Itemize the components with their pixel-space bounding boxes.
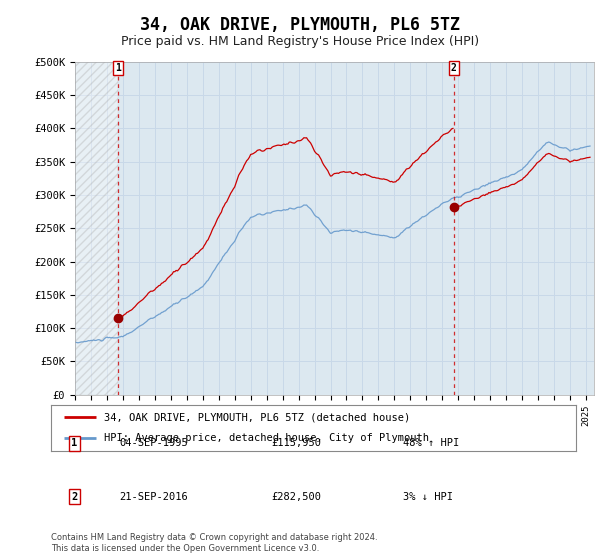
Text: Contains HM Land Registry data © Crown copyright and database right 2024.
This d: Contains HM Land Registry data © Crown c… xyxy=(51,533,377,553)
Text: HPI: Average price, detached house, City of Plymouth: HPI: Average price, detached house, City… xyxy=(104,433,428,444)
Text: £282,500: £282,500 xyxy=(271,492,322,502)
Text: Price paid vs. HM Land Registry's House Price Index (HPI): Price paid vs. HM Land Registry's House … xyxy=(121,35,479,48)
Bar xyxy=(75,62,118,395)
Text: 21-SEP-2016: 21-SEP-2016 xyxy=(119,492,188,502)
Text: 34, OAK DRIVE, PLYMOUTH, PL6 5TZ: 34, OAK DRIVE, PLYMOUTH, PL6 5TZ xyxy=(140,16,460,34)
Text: 04-SEP-1995: 04-SEP-1995 xyxy=(119,438,188,449)
Text: 2: 2 xyxy=(71,492,78,502)
Text: 1: 1 xyxy=(71,438,78,449)
Text: 48% ↑ HPI: 48% ↑ HPI xyxy=(403,438,459,449)
Text: 34, OAK DRIVE, PLYMOUTH, PL6 5TZ (detached house): 34, OAK DRIVE, PLYMOUTH, PL6 5TZ (detach… xyxy=(104,412,410,422)
Text: 2: 2 xyxy=(451,63,457,73)
Text: £115,950: £115,950 xyxy=(271,438,322,449)
Text: 1: 1 xyxy=(115,63,121,73)
Text: 3% ↓ HPI: 3% ↓ HPI xyxy=(403,492,453,502)
